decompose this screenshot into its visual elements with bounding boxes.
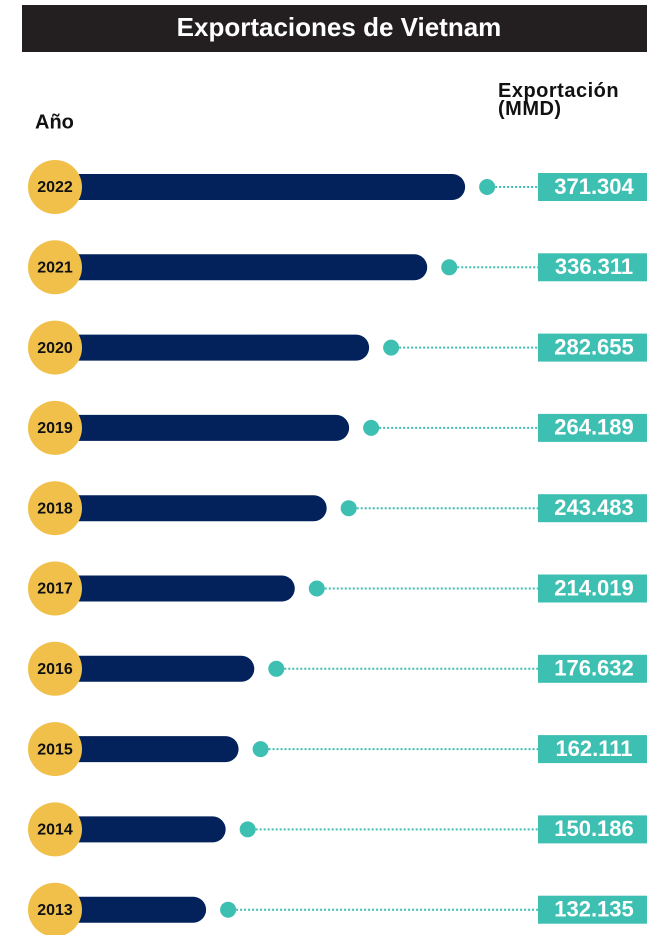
end-dot	[308, 580, 325, 597]
value-label: 282.655	[554, 334, 634, 359]
value-box	[538, 815, 647, 844]
year-circle	[28, 641, 82, 696]
year-circle	[28, 320, 82, 375]
value-label: 243.483	[554, 495, 634, 520]
value-label: 132.135	[554, 897, 634, 922]
bar	[55, 334, 370, 361]
end-dot	[383, 339, 400, 356]
year-circle	[28, 561, 82, 616]
year-label: 2013	[37, 902, 73, 919]
bar	[55, 575, 295, 602]
value-box	[538, 413, 647, 442]
year-label: 2021	[37, 260, 73, 277]
end-dot	[340, 500, 357, 517]
value-label: 371.304	[554, 174, 634, 199]
bar	[55, 655, 255, 682]
end-dot	[220, 901, 237, 918]
year-circle	[28, 240, 82, 295]
year-circle	[28, 722, 82, 777]
bar	[55, 495, 327, 522]
year-circle	[28, 802, 82, 857]
bar	[55, 896, 207, 923]
bar	[55, 736, 239, 763]
value-box	[538, 654, 647, 683]
value-label: 162.111	[555, 736, 632, 761]
year-label: 2015	[37, 741, 73, 758]
end-dot	[239, 821, 256, 838]
bar	[55, 414, 350, 441]
value-label: 150.186	[554, 816, 634, 841]
year-circle	[28, 481, 82, 536]
value-box	[538, 494, 647, 523]
bar	[55, 174, 466, 200]
year-label: 2020	[37, 340, 73, 357]
value-box	[538, 173, 647, 201]
bar	[55, 254, 428, 281]
year-label: 2019	[37, 420, 73, 437]
end-dot	[479, 179, 496, 195]
value-label: 214.019	[554, 575, 634, 600]
year-label: 2017	[37, 581, 73, 598]
chart-title: Exportaciones de Vietnam	[177, 12, 502, 42]
end-dot	[441, 259, 458, 276]
value-box	[538, 333, 647, 362]
value-label: 336.311	[555, 254, 633, 279]
category-header: Año	[35, 111, 74, 133]
end-dot	[268, 660, 285, 677]
value-box	[538, 735, 647, 764]
year-label: 2014	[37, 822, 73, 839]
title-bar	[22, 5, 647, 52]
end-dot	[363, 419, 380, 436]
value-box	[538, 895, 647, 924]
year-label: 2022	[37, 179, 73, 196]
value-box	[538, 253, 647, 282]
year-label: 2018	[37, 500, 73, 517]
year-circle	[28, 160, 82, 214]
end-dot	[252, 741, 269, 758]
value-box	[538, 574, 647, 603]
value-header: Exportación (MMD)	[498, 80, 620, 120]
year-circle	[28, 882, 82, 935]
bar	[55, 816, 226, 843]
year-label: 2016	[37, 661, 73, 678]
value-label: 176.632	[554, 656, 634, 681]
value-label: 264.189	[554, 415, 634, 440]
year-circle	[28, 400, 82, 455]
